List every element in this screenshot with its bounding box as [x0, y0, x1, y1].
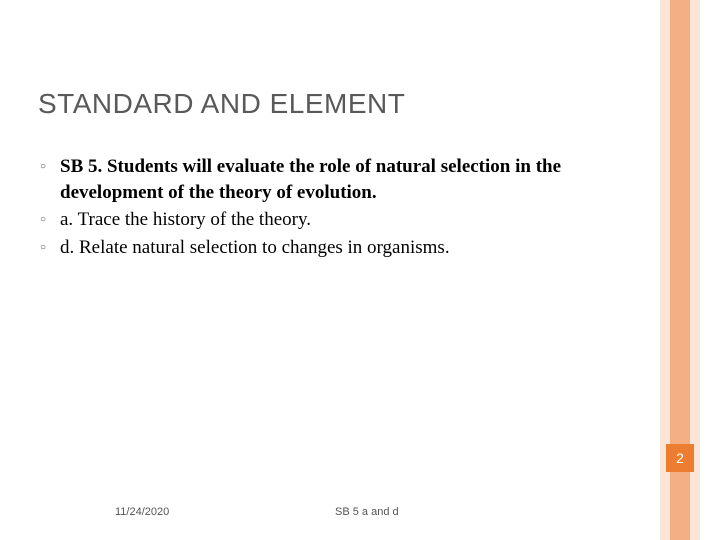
bullet-icon: ○ [38, 235, 60, 255]
bullet-text: SB 5. Students will evaluate the role of… [60, 154, 658, 205]
slide: STANDARD AND ELEMENT ○ SB 5. Students wi… [0, 0, 720, 540]
footer-date: 11/24/2020 [115, 506, 169, 518]
list-item: ○ SB 5. Students will evaluate the role … [38, 154, 658, 205]
page-number: 2 [676, 450, 684, 466]
list-item: ○ a. Trace the history of the theory. [38, 207, 658, 233]
slide-title: STANDARD AND ELEMENT [38, 88, 405, 120]
bullet-icon: ○ [38, 154, 60, 174]
list-item: ○ d. Relate natural selection to changes… [38, 235, 658, 261]
bullet-text: d. Relate natural selection to changes i… [60, 235, 450, 261]
bullet-text: a. Trace the history of the theory. [60, 207, 311, 233]
bullet-list: ○ SB 5. Students will evaluate the role … [38, 154, 658, 263]
page-number-badge: 2 [666, 444, 694, 472]
bullet-icon: ○ [38, 207, 60, 227]
footer-reference: SB 5 a and d [335, 506, 399, 518]
